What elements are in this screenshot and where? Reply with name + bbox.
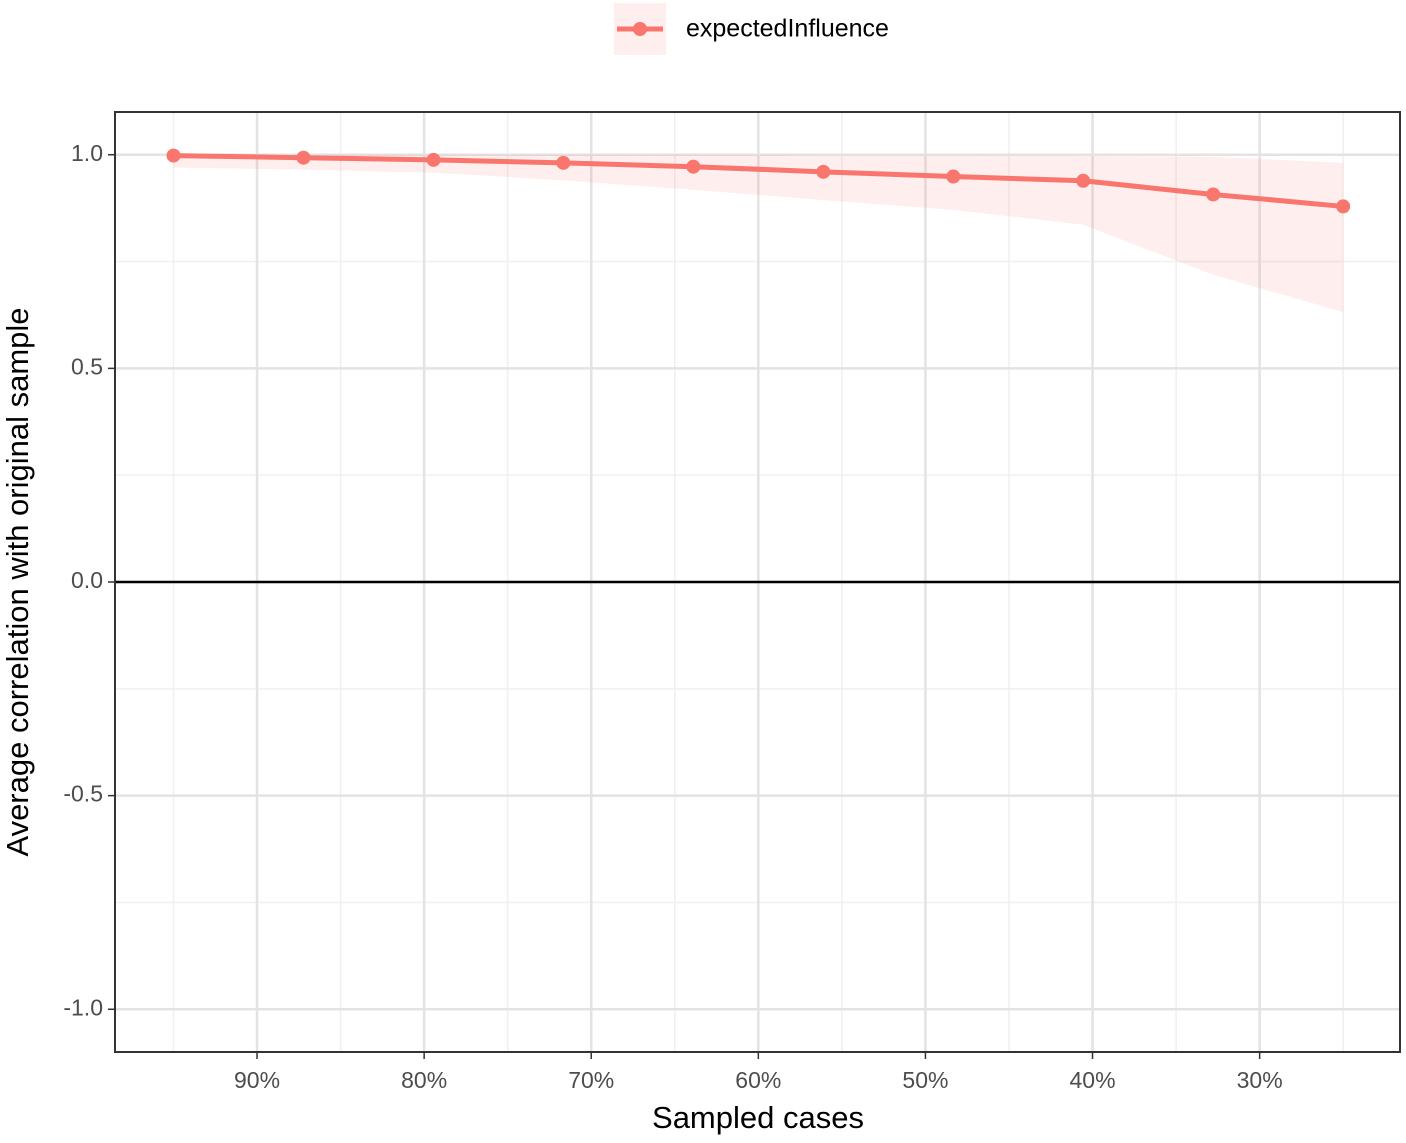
series-line: [173, 153, 1344, 209]
point: [1336, 199, 1351, 214]
x-tick-label: 90%: [234, 1067, 280, 1093]
x-tick-label: 70%: [568, 1067, 614, 1093]
x-axis-title: Sampled cases: [652, 1100, 864, 1135]
x-tick-label: 30%: [1237, 1067, 1283, 1093]
point: [816, 164, 831, 179]
x-tick-label: 60%: [735, 1067, 781, 1093]
y-tick-label: 0.5: [71, 353, 103, 379]
legend-label: expectedInfluence: [686, 15, 889, 43]
y-tick-label: 0.0: [71, 567, 103, 593]
point: [426, 152, 441, 167]
x-tick-label: 50%: [902, 1067, 948, 1093]
x-tick-label: 40%: [1070, 1067, 1116, 1093]
point: [166, 148, 181, 163]
ribbon: [173, 154, 1344, 312]
point: [946, 169, 961, 184]
y-tick-label: 1.0: [71, 140, 103, 166]
y-tick-label: -1.0: [63, 994, 103, 1020]
point: [686, 159, 701, 174]
point: [296, 150, 311, 165]
y-axis-title: Average correlation with original sample: [0, 307, 35, 856]
legend-point: [633, 22, 647, 36]
point: [1076, 173, 1091, 188]
panel-border: [114, 111, 1401, 1053]
point: [1206, 187, 1221, 202]
x-tick-label: 80%: [401, 1067, 447, 1093]
point: [556, 155, 571, 170]
y-tick-label: -0.5: [63, 781, 103, 807]
